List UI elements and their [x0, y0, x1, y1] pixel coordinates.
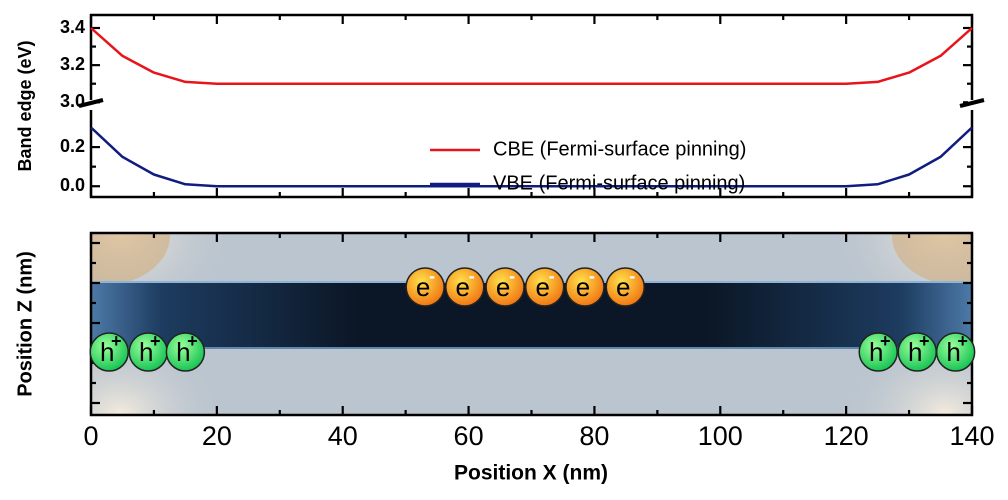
- y-tick-label: 0.2: [60, 136, 85, 156]
- x-tick-label: 40: [328, 421, 358, 451]
- particle-charge: +: [187, 331, 198, 351]
- series-line: [91, 28, 972, 84]
- particle-charge: -: [629, 266, 635, 286]
- x-tick-label: 0: [83, 421, 98, 451]
- legend-label: CBE (Fermi-surface pinning): [493, 138, 746, 160]
- y-tick-label: 0.0: [60, 175, 85, 195]
- particle-charge: -: [469, 266, 475, 286]
- y-axis-label: Band edge (eV): [15, 40, 35, 171]
- particle-charge: +: [919, 331, 930, 351]
- x-axis-label: Position X (nm): [454, 462, 608, 485]
- particle-charge: +: [111, 331, 122, 351]
- particle-charge: +: [150, 331, 161, 351]
- x-tick-label: 120: [824, 421, 869, 451]
- y-tick-label: 3.0: [60, 91, 85, 111]
- particle-charge: -: [549, 266, 555, 286]
- x-tick-label: 60: [454, 421, 484, 451]
- particle-charge: +: [880, 331, 891, 351]
- x-tick-label: 140: [949, 421, 994, 451]
- y-tick-label: 3.2: [60, 54, 85, 74]
- x-tick-label: 20: [202, 421, 232, 451]
- x-tick-label: 100: [698, 421, 743, 451]
- y-tick-label: 3.4: [60, 17, 85, 37]
- legend-label: VBE (Fermi-surface pinning): [493, 172, 745, 194]
- x-tick-label: 80: [579, 421, 609, 451]
- particle-charge: -: [429, 266, 435, 286]
- particle-charge: +: [957, 331, 968, 351]
- y-axis-label: Position Z (nm): [14, 251, 36, 397]
- particle-charge: -: [589, 266, 595, 286]
- particle-charge: -: [509, 266, 515, 286]
- top-frame: [91, 15, 972, 197]
- figure: Band edge (eV) Position Z (nm) Position …: [0, 0, 1008, 495]
